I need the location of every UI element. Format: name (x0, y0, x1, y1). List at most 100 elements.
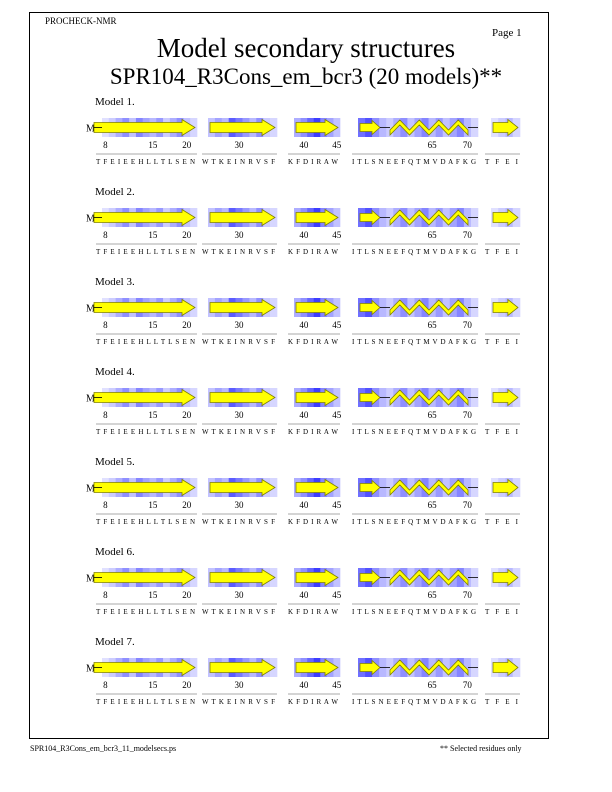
model-label: Model 1. (95, 96, 135, 108)
shade-cell (463, 388, 472, 407)
residue-tick-label: 30 (235, 500, 245, 510)
sequence-text: K F D I R A W (288, 428, 338, 436)
model-strip: M8 15 20 T F E I E E H L L T L S E N 30 W T K… (86, 208, 521, 256)
sequence-text: W T K E I N R V S F (202, 248, 275, 256)
strand-arrow (209, 568, 276, 587)
sequence-text: T F E I (485, 428, 519, 436)
residue-tick-label: 45 (332, 140, 342, 150)
sequence-text: I T L S N E E F Q T M V D A F K G (352, 248, 476, 256)
sequence-text: T F E I E E H L L T L S E N (96, 428, 195, 436)
residue-tick-label: 15 (148, 500, 158, 510)
row-marker: M (86, 124, 95, 135)
shade-cell (435, 388, 444, 407)
shade-cell (463, 298, 472, 317)
shade-cell (407, 568, 415, 587)
residue-tick-label: 65 (428, 500, 438, 510)
residue-tick-label: 8 (103, 230, 108, 240)
model-label: Model 5. (95, 456, 135, 468)
sequence-text: T F E I E E H L L T L S E N (96, 608, 195, 616)
helix-ribbon (389, 119, 469, 136)
sequence-text: I T L S N E E F Q T M V D A F K G (352, 698, 476, 706)
residue-tick-label: 70 (463, 590, 473, 600)
row-marker: M (86, 394, 95, 405)
sequence-text: T F E I (485, 158, 519, 166)
residue-tick-label: 30 (235, 410, 245, 420)
sequence-text: T F E I (485, 518, 519, 526)
helix-ribbon (389, 479, 469, 496)
strand-arrow (295, 568, 339, 587)
model-strip: M8 15 20 T F E I E E H L L T L S E N 30 W T K… (86, 298, 521, 346)
residue-tick-label: 65 (428, 680, 438, 690)
page-number: Page 1 (492, 27, 522, 39)
row-marker: M (86, 574, 95, 585)
strand-arrow (492, 208, 519, 227)
strand-arrow (295, 298, 339, 317)
shade-cell (414, 658, 422, 677)
residue-tick-label: 15 (148, 140, 158, 150)
residue-tick-label: 8 (103, 410, 108, 420)
sequence-text: K F D I R A W (288, 158, 338, 166)
strand-arrow (295, 658, 339, 677)
strand-arrow (295, 118, 339, 137)
page-frame (29, 12, 549, 739)
residue-tick-label: 65 (428, 410, 438, 420)
residue-tick-label: 8 (103, 320, 108, 330)
model-label: Model 7. (95, 636, 135, 648)
strand-arrow (209, 478, 276, 497)
helix-ribbon (389, 299, 469, 316)
residue-tick-label: 45 (332, 500, 342, 510)
sequence-text: T F E I (485, 338, 519, 346)
shade-cell (407, 658, 415, 677)
strand-arrow (93, 388, 196, 407)
shade-cell (407, 208, 415, 227)
model-strip: M8 15 20 T F E I E E H L L T L S E N 30 W T K… (86, 388, 521, 436)
residue-tick-label: 8 (103, 140, 108, 150)
model-label: Model 3. (95, 276, 135, 288)
row-marker: M (86, 484, 95, 495)
strand-arrow (492, 118, 519, 137)
strand-arrow (359, 659, 381, 676)
shade-cell (435, 658, 444, 677)
shade-cell (407, 388, 415, 407)
sequence-text: W T K E I N R V S F (202, 158, 275, 166)
sequence-text: T F E I E E H L L T L S E N (96, 338, 195, 346)
residue-tick-label: 65 (428, 230, 438, 240)
helix-ribbon (389, 209, 469, 226)
strand-arrow (359, 119, 381, 136)
sequence-text: W T K E I N R V S F (202, 518, 275, 526)
strand-arrow (93, 298, 196, 317)
sequence-text: W T K E I N R V S F (202, 608, 275, 616)
residue-tick-label: 65 (428, 590, 438, 600)
residue-tick-label: 30 (235, 680, 245, 690)
residue-tick-label: 70 (463, 320, 473, 330)
residue-tick-label: 8 (103, 680, 108, 690)
residue-tick-label: 40 (299, 680, 309, 690)
strand-arrow (359, 569, 381, 586)
shade-cell (407, 298, 415, 317)
sequence-text: K F D I R A W (288, 608, 338, 616)
shade-cell (463, 118, 472, 137)
sequence-text: K F D I R A W (288, 248, 338, 256)
model-strip: M8 15 20 T F E I E E H L L T L S E N 30 W T K… (86, 478, 521, 526)
sequence-text: W T K E I N R V S F (202, 428, 275, 436)
shade-cell (414, 568, 422, 587)
strand-arrow (93, 658, 196, 677)
sequence-text: I T L S N E E F Q T M V D A F K G (352, 428, 476, 436)
shade-cell (435, 568, 444, 587)
shade-cell (407, 478, 415, 497)
residue-tick-label: 45 (332, 410, 342, 420)
residue-tick-label: 70 (463, 230, 473, 240)
helix-ribbon (389, 389, 469, 406)
strand-arrow (295, 478, 339, 497)
row-marker: M (86, 664, 95, 675)
residue-tick-label: 20 (182, 680, 192, 690)
residue-tick-label: 70 (463, 410, 473, 420)
residue-tick-label: 20 (182, 410, 192, 420)
residue-tick-label: 20 (182, 590, 192, 600)
residue-tick-label: 40 (299, 590, 309, 600)
shade-cell (414, 298, 422, 317)
strand-arrow (492, 478, 519, 497)
residue-tick-label: 30 (235, 140, 245, 150)
residue-tick-label: 70 (463, 500, 473, 510)
residue-tick-label: 15 (148, 680, 158, 690)
